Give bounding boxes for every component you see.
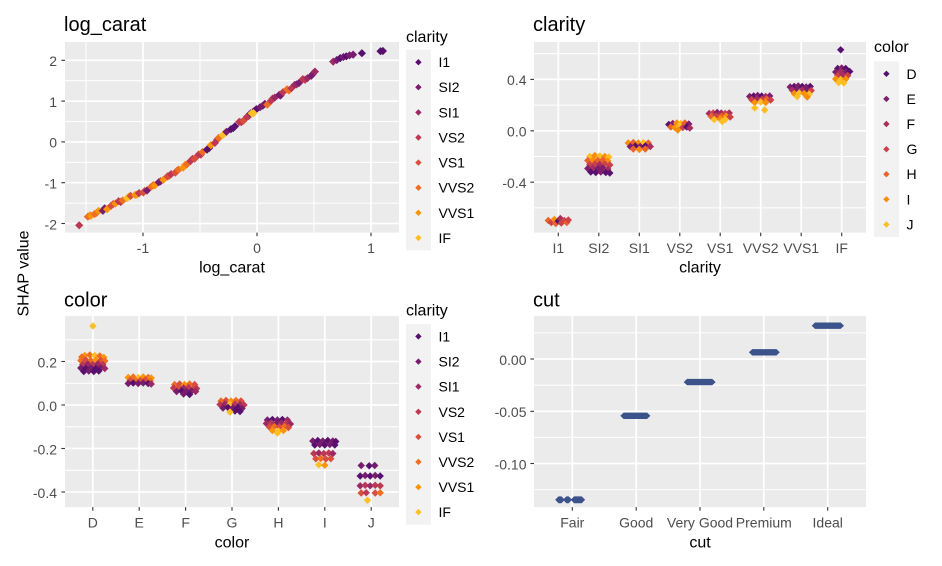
- svg-text:IF: IF: [439, 504, 451, 520]
- svg-text:-0.4: -0.4: [502, 175, 526, 191]
- svg-text:VS1: VS1: [707, 240, 734, 256]
- svg-text:VS1: VS1: [439, 429, 466, 445]
- svg-text:VS2: VS2: [667, 240, 694, 256]
- svg-text:E: E: [907, 91, 916, 107]
- svg-text:log_carat: log_carat: [64, 14, 147, 36]
- svg-text:J: J: [368, 515, 375, 531]
- svg-text:VVS1: VVS1: [439, 479, 475, 495]
- svg-text:color: color: [215, 534, 250, 551]
- svg-text:2: 2: [49, 53, 57, 69]
- svg-text:cut: cut: [533, 290, 560, 312]
- svg-text:Fair: Fair: [560, 515, 584, 531]
- svg-text:-0.4: -0.4: [33, 485, 57, 501]
- svg-text:VS2: VS2: [439, 130, 466, 146]
- svg-text:VS2: VS2: [439, 404, 466, 420]
- svg-text:I: I: [323, 515, 327, 531]
- svg-text:I1: I1: [439, 328, 451, 344]
- svg-text:-0.10: -0.10: [495, 456, 527, 472]
- svg-text:VVS2: VVS2: [439, 180, 475, 196]
- svg-text:clarity: clarity: [679, 260, 721, 277]
- svg-text:0: 0: [253, 240, 261, 256]
- svg-text:VVS2: VVS2: [743, 240, 779, 256]
- svg-text:-0.05: -0.05: [495, 404, 527, 420]
- svg-text:1: 1: [367, 240, 375, 256]
- svg-text:-2: -2: [45, 216, 58, 232]
- svg-text:SI2: SI2: [439, 79, 460, 95]
- svg-text:E: E: [135, 515, 144, 531]
- svg-text:H: H: [273, 515, 283, 531]
- svg-text:0.4: 0.4: [507, 72, 527, 88]
- svg-text:0.00: 0.00: [499, 352, 526, 368]
- svg-text:0.0: 0.0: [507, 124, 527, 140]
- svg-text:Ideal: Ideal: [813, 515, 843, 531]
- svg-text:I1: I1: [552, 240, 564, 256]
- svg-text:SI2: SI2: [439, 354, 460, 370]
- svg-text:-1: -1: [137, 240, 150, 256]
- svg-text:D: D: [88, 515, 98, 531]
- svg-text:SI2: SI2: [588, 240, 609, 256]
- svg-text:VVS1: VVS1: [439, 205, 475, 221]
- svg-text:D: D: [907, 66, 917, 82]
- svg-text:clarity: clarity: [406, 29, 448, 46]
- svg-text:VVS1: VVS1: [783, 240, 819, 256]
- svg-text:G: G: [907, 141, 918, 157]
- svg-text:-0.2: -0.2: [33, 441, 57, 457]
- svg-text:color: color: [64, 290, 108, 312]
- svg-text:I1: I1: [439, 54, 451, 70]
- svg-text:-1: -1: [45, 176, 58, 192]
- svg-text:1: 1: [49, 94, 57, 110]
- svg-text:F: F: [907, 116, 916, 132]
- svg-text:log_carat: log_carat: [199, 260, 265, 277]
- svg-text:H: H: [907, 166, 917, 182]
- svg-text:SI1: SI1: [439, 379, 460, 395]
- svg-text:color: color: [874, 39, 909, 56]
- svg-text:Good: Good: [619, 515, 653, 531]
- svg-text:cut: cut: [689, 534, 711, 551]
- svg-text:clarity: clarity: [406, 303, 448, 320]
- svg-text:SI1: SI1: [629, 240, 650, 256]
- svg-text:Very Good: Very Good: [667, 515, 733, 531]
- svg-text:clarity: clarity: [533, 14, 585, 36]
- svg-text:F: F: [181, 515, 190, 531]
- svg-text:G: G: [227, 515, 238, 531]
- svg-text:SI1: SI1: [439, 104, 460, 120]
- svg-text:J: J: [907, 217, 914, 233]
- svg-text:VVS2: VVS2: [439, 454, 475, 470]
- svg-text:0.2: 0.2: [38, 354, 58, 370]
- svg-text:I: I: [907, 191, 911, 207]
- svg-text:VS1: VS1: [439, 155, 466, 171]
- svg-text:IF: IF: [835, 240, 847, 256]
- svg-text:SHAP value: SHAP value: [16, 230, 33, 316]
- svg-text:0.0: 0.0: [38, 398, 58, 414]
- svg-text:IF: IF: [439, 230, 451, 246]
- svg-text:0: 0: [49, 135, 57, 151]
- svg-text:Premium: Premium: [736, 515, 792, 531]
